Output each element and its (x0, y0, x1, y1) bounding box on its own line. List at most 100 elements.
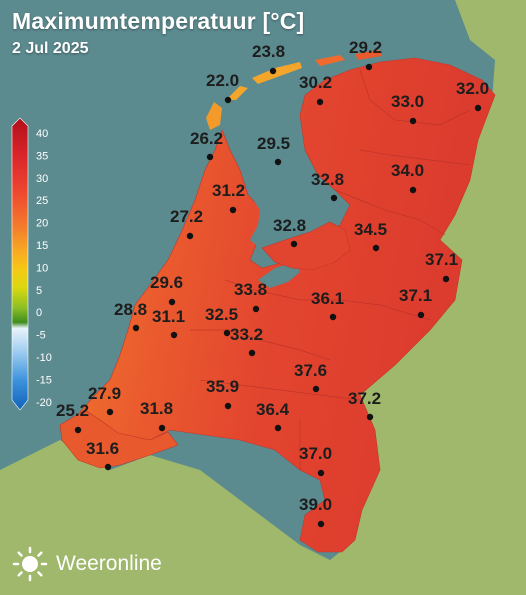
temperature-label: 33.2 (230, 325, 263, 344)
temperature-label: 37.6 (294, 361, 327, 380)
legend-tick-label: -15 (36, 374, 52, 386)
station-dot (329, 313, 337, 321)
temperature-label: 36.4 (256, 400, 290, 419)
temperature-label: 30.2 (299, 73, 332, 92)
station-reading: 32.8 (273, 216, 306, 248)
station-dot (417, 311, 425, 319)
temperature-label: 32.5 (205, 305, 238, 324)
province-boundaries (190, 69, 471, 470)
station-dot (317, 520, 325, 528)
station-reading: 22.0 (206, 71, 239, 104)
station-reading: 35.9 (206, 377, 239, 410)
sun-logo-icon (12, 546, 48, 582)
legend-tick-label: -5 (36, 330, 46, 342)
station-dot (474, 104, 482, 112)
station-reading: 33.0 (391, 92, 424, 125)
station-dot (229, 206, 237, 214)
station-reading: 37.6 (294, 361, 327, 393)
station-reading: 32.8 (311, 170, 344, 202)
station-dot (365, 63, 373, 71)
markermeer (258, 262, 300, 288)
station-reading: 23.8 (252, 42, 285, 75)
legend-tick-label: -10 (36, 352, 52, 364)
station-reading: 30.2 (299, 73, 332, 106)
legend-tick-label: 40 (36, 128, 48, 140)
wadden-vlieland (226, 86, 248, 100)
station-reading: 27.2 (170, 207, 203, 240)
temperature-label: 37.2 (348, 389, 381, 408)
temperature-label: 31.1 (152, 307, 185, 326)
station-reading: 31.2 (212, 181, 245, 214)
station-dot (248, 349, 256, 357)
temperature-label: 28.8 (114, 300, 147, 319)
legend-tick-label: 15 (36, 240, 48, 252)
station-dot (252, 305, 260, 313)
temperature-label: 26.2 (190, 129, 223, 148)
station-dot (106, 408, 114, 416)
station-reading: 33.8 (234, 280, 267, 313)
station-reading: 31.8 (140, 399, 173, 432)
station-dot (290, 240, 298, 248)
temperature-label: 25.2 (56, 401, 89, 420)
station-reading: 34.0 (391, 161, 424, 194)
station-dot (158, 424, 166, 432)
color-legend: 40 35 30 25 20 15 10 5 0 -5 -10 -15 -20 (11, 117, 52, 411)
temperature-label: 29.5 (257, 134, 290, 153)
station-dot (312, 385, 320, 393)
temperature-label: 35.9 (206, 377, 239, 396)
temperature-label: 29.6 (150, 273, 183, 292)
temperature-label: 22.0 (206, 71, 239, 90)
legend-tick-label: 10 (36, 262, 48, 274)
temperature-label: 34.5 (354, 220, 387, 239)
station-reading: 37.1 (425, 250, 458, 283)
station-dot (74, 426, 82, 434)
temperature-label: 32.8 (311, 170, 344, 189)
station-reading: 33.2 (230, 325, 263, 357)
station-dot (170, 331, 178, 339)
legend-tick-label: 30 (36, 173, 48, 185)
wadden-schiermonnikoog (355, 50, 382, 60)
station-dot (317, 469, 325, 477)
temperature-label: 37.0 (299, 444, 332, 463)
station-reading: 28.8 (114, 300, 147, 332)
station-reading: 29.5 (257, 134, 290, 166)
station-dot (274, 424, 282, 432)
temperature-label: 37.1 (399, 286, 432, 305)
station-dot (224, 402, 232, 410)
station-reading: 32.5 (205, 305, 238, 337)
station-reading: 31.1 (152, 307, 185, 339)
temperature-label: 31.2 (212, 181, 245, 200)
station-reading: 27.9 (88, 384, 121, 416)
temperature-readings: 23.8 29.2 22.0 30.2 33.0 32.0 26.2 29.5 34.0 31.2… (56, 38, 489, 528)
wadden-ameland (315, 55, 345, 66)
temperature-label: 32.0 (456, 79, 489, 98)
temperature-label: 31.6 (86, 439, 119, 458)
station-dot (186, 232, 194, 240)
station-reading: 32.0 (456, 79, 489, 112)
station-dot (168, 298, 176, 306)
brand-logo: Weeronline (12, 546, 162, 582)
station-dot (132, 324, 140, 332)
station-dot (409, 186, 417, 194)
legend-tick-label: 0 (36, 307, 42, 319)
legend-tick-label: 25 (36, 195, 48, 207)
station-reading: 36.4 (256, 400, 290, 432)
station-dot (224, 96, 232, 104)
temperature-label: 36.1 (311, 289, 344, 308)
station-reading: 34.5 (354, 220, 387, 252)
station-reading: 31.6 (86, 439, 119, 471)
station-reading: 37.1 (399, 286, 432, 319)
station-dot (372, 244, 380, 252)
temperature-label: 29.2 (349, 38, 382, 57)
station-dot (206, 153, 214, 161)
brand-name: Weeronline (56, 552, 162, 575)
station-dot (223, 329, 231, 337)
temperature-label: 23.8 (252, 42, 285, 61)
station-reading: 26.2 (190, 129, 223, 161)
temperature-label: 33.8 (234, 280, 267, 299)
station-reading: 37.0 (299, 444, 332, 477)
temperature-label: 31.8 (140, 399, 173, 418)
zeeland-islands (59, 409, 179, 469)
